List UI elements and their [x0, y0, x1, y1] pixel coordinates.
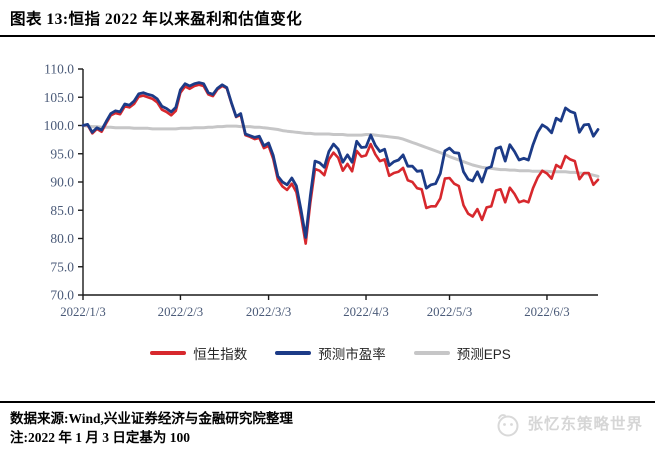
rebase-note: 注:2022 年 1 月 3 日定基为 100 — [10, 430, 190, 446]
legend-swatch — [275, 351, 312, 355]
x-tick-label: 2022/3/3 — [246, 305, 292, 319]
legend-swatch — [413, 351, 450, 355]
y-tick-label: 85.0 — [50, 203, 74, 218]
y-tick-label: 80.0 — [50, 231, 74, 246]
series-line-1 — [81, 81, 600, 239]
legend-label: 预测市盈率 — [318, 347, 386, 362]
y-tick-label: 70.0 — [50, 288, 74, 303]
legend-label: 预测EPS — [456, 347, 511, 362]
y-tick-label: 110.0 — [44, 62, 74, 77]
y-tick-label: 90.0 — [50, 175, 74, 190]
series-line-2 — [81, 124, 600, 178]
x-tick-label: 2022/5/3 — [427, 305, 473, 319]
x-tick-label: 2022/1/3 — [60, 305, 106, 319]
y-tick-label: 95.0 — [50, 146, 74, 161]
legend-item: 预测EPS — [413, 343, 511, 363]
data-source-note: 数据来源:Wind,兴业证券经济与金融研究院整理 — [10, 411, 293, 426]
x-tick-label: 2022/2/3 — [158, 305, 204, 319]
series-line-0 — [81, 83, 600, 245]
figure-title: 图表 13:恒指 2022 年以来盈利和估值变化 — [0, 0, 655, 37]
legend-label: 恒生指数 — [193, 347, 248, 362]
watermark-text: 张忆东策略世界 — [527, 416, 643, 433]
line-chart-canvas: 110.0 105.0 100.0 95.0 90.0 85.0 80.0 75.0 70.0 2… — [44, 62, 600, 319]
figure-footer: 数据来源:Wind,兴业证券经济与金融研究院整理 注:2022 年 1 月 3 … — [0, 401, 655, 453]
x-tick-label: 2022/6/3 — [524, 305, 570, 319]
legend-item: 预测市盈率 — [275, 343, 386, 363]
y-tick-label: 75.0 — [50, 259, 74, 274]
x-tick-label: 2022/4/3 — [343, 305, 389, 319]
line-chart: 110.0 105.0 100.0 95.0 90.0 85.0 80.0 75.0 70.0 2… — [28, 40, 633, 370]
chart-legend: 恒生指数 预测市盈率 预测EPS — [28, 343, 633, 363]
legend-swatch — [150, 351, 187, 355]
y-tick-label: 105.0 — [44, 90, 75, 105]
circle-face-logo-icon — [497, 414, 519, 437]
watermark: 张忆东策略世界 — [495, 412, 643, 438]
legend-item: 恒生指数 — [150, 343, 247, 363]
y-tick-label: 100.0 — [44, 118, 75, 133]
